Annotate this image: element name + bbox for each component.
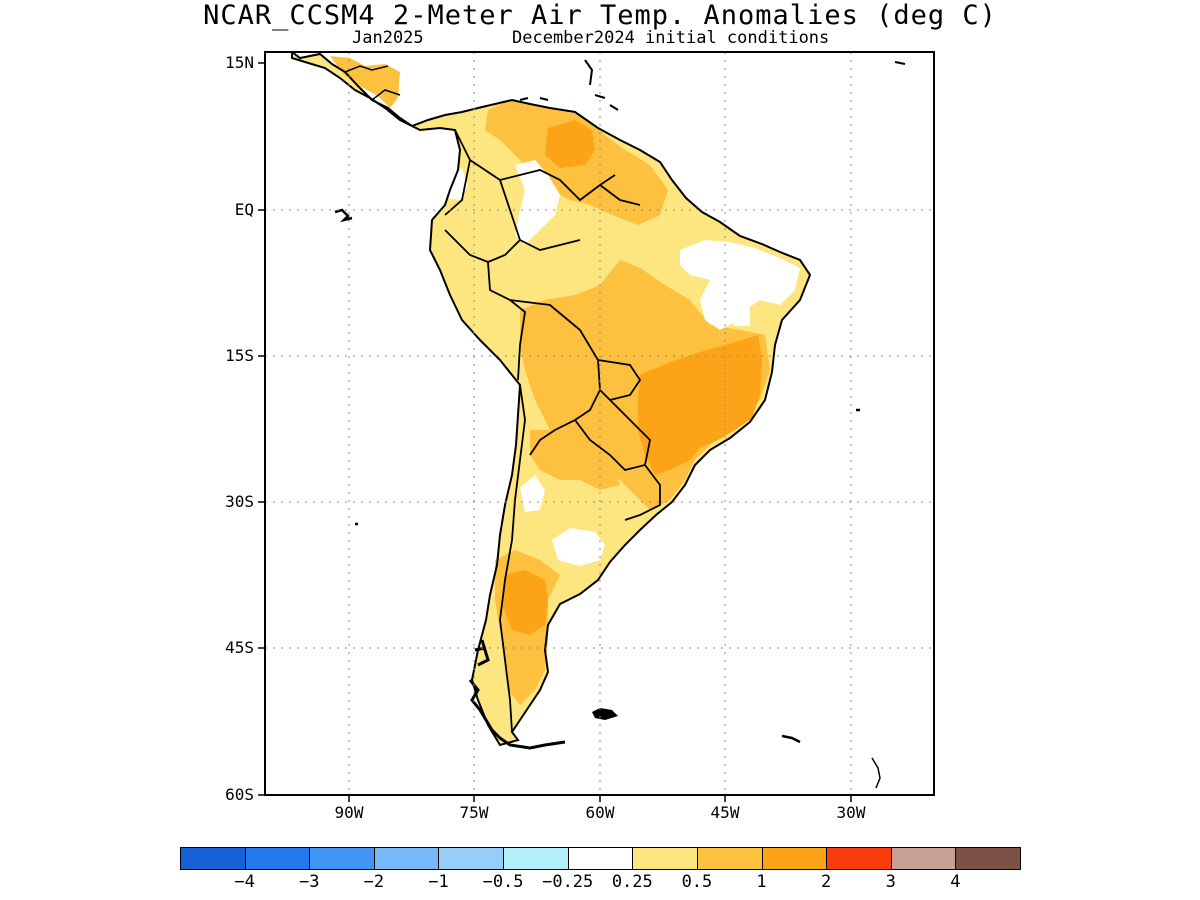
colorbar-label: −1: [428, 872, 449, 892]
colorbar-label: −3: [298, 872, 320, 892]
colorbar-swatch: [761, 847, 828, 870]
lat-label-30s: 30S: [225, 492, 254, 511]
colorbar-label: −0.5: [482, 872, 524, 892]
colorbar-swatch: [567, 847, 634, 870]
colorbar-label: −2: [363, 872, 385, 892]
lon-label-90w: 90W: [334, 803, 364, 822]
colorbar-label: 4: [950, 872, 961, 892]
colorbar-label: −4: [234, 872, 255, 892]
colorbar-swatch: [244, 847, 311, 870]
colorbar-label: 0.25: [611, 872, 653, 892]
anomaly-region-chile-south: [502, 570, 548, 635]
lat-label-15n: 15N: [225, 53, 254, 72]
axis-ticks: [258, 62, 852, 802]
colorbar-label: −0.25: [542, 872, 594, 892]
colorbar-swatch: [696, 847, 764, 870]
falkland-islands: [592, 708, 618, 720]
lon-label-75w: 75W: [459, 803, 489, 822]
anomaly-region-colombia: [515, 160, 560, 245]
colorbar-swatch: [503, 847, 570, 870]
anomaly-region-venezuela-core: [545, 120, 595, 168]
colorbar-swatch: [180, 847, 247, 870]
colorbar-swatch: [826, 847, 893, 870]
central-america-borders: [344, 65, 401, 101]
colorbar-label: 1: [756, 872, 767, 892]
galapagos-islands: [334, 208, 353, 223]
colorbar-label: 3: [885, 872, 896, 892]
anomaly-cell-white: [734, 307, 750, 326]
anomaly-region-se-brazil: [638, 335, 762, 475]
colorbar-swatch: [632, 847, 699, 870]
anomaly-region-andes: [520, 475, 545, 512]
colorbar-swatch: [309, 847, 376, 870]
lon-label-30w: 30W: [836, 803, 866, 822]
initial-conditions: December2024 initial conditions: [512, 28, 830, 48]
lat-label-eq: EQ: [234, 200, 254, 219]
lon-label-45w: 45W: [710, 803, 740, 822]
lat-label-15s: 15S: [225, 346, 254, 365]
south-georgia-island: [781, 734, 801, 744]
colorbar-swatch: [890, 847, 957, 870]
lon-label-60w: 60W: [585, 803, 615, 822]
map-title: NCAR_CCSM4 2-Meter Air Temp. Anomalies (…: [203, 0, 997, 31]
forecast-month: Jan2025: [352, 28, 424, 48]
anomaly-region-pampas: [552, 528, 605, 566]
colorbar-swatch: [438, 847, 505, 870]
caribbean-islands: [519, 59, 906, 111]
lat-label-45s: 45S: [225, 638, 254, 657]
anomaly-region-central-america: [330, 56, 400, 108]
lat-label-60s: 60S: [225, 785, 254, 804]
anomaly-region-argentina: [530, 430, 620, 490]
chile-fjords: [468, 639, 566, 750]
colorbar-label: 0.5: [681, 872, 713, 892]
colorbar-swatch: [955, 847, 1022, 870]
country-borders: [444, 129, 661, 733]
colorbar-label: 2: [821, 872, 832, 892]
coastline: [291, 52, 812, 747]
south-sandwich-islands: [871, 757, 881, 789]
anomaly-region-ne-brazil: [680, 240, 800, 330]
colorbar-swatch: [373, 847, 440, 870]
